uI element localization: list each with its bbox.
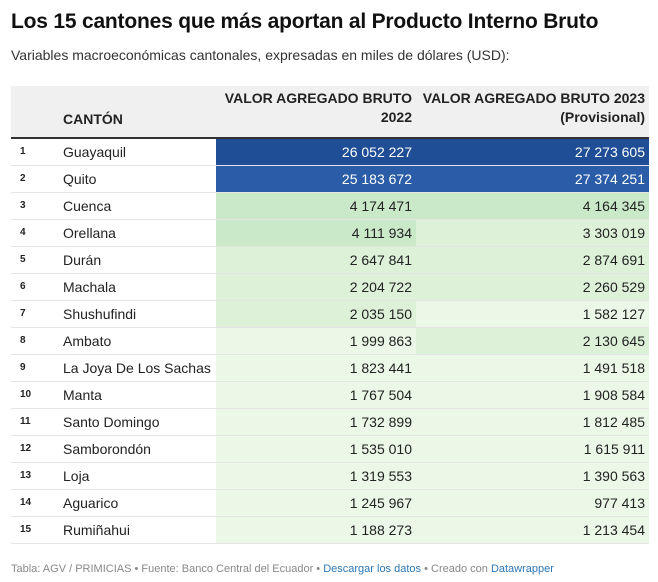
download-data-link[interactable]: Descargar los datos: [323, 563, 422, 575]
rank-cell: 8: [11, 327, 53, 355]
v2023-cell: 1 390 563: [416, 462, 649, 490]
rank-cell: 6: [11, 273, 53, 301]
v2022-cell: 1 767 504: [216, 381, 416, 409]
canton-header[interactable]: CANTÓN: [53, 86, 216, 139]
v2022-cell: 1 823 441: [216, 354, 416, 382]
v2023-cell: 3 303 019: [416, 219, 649, 247]
canton-cell: Shushufindi: [53, 300, 216, 328]
v2022-cell: 2 035 150: [216, 300, 416, 328]
canton-cell: Santo Domingo: [53, 408, 216, 436]
v2022-cell: 4 174 471: [216, 192, 416, 220]
canton-cell: Guayaquil: [53, 138, 216, 166]
table-row: 3 Cuenca 4 174 471 4 164 345: [11, 192, 649, 220]
v2023-cell: 1 908 584: [416, 381, 649, 409]
table-row: 10 Manta 1 767 504 1 908 584: [11, 381, 649, 409]
v2022-cell: 2 647 841: [216, 246, 416, 274]
table-row: 7 Shushufindi 2 035 150 1 582 127: [11, 300, 649, 328]
chart-title: Los 15 cantones que más aportan al Produ…: [11, 10, 599, 33]
v2023-cell: 27 374 251: [416, 165, 649, 193]
canton-cell: Rumiñahui: [53, 516, 216, 544]
footer-fuente: Fuente: Banco Central del Ecuador: [141, 563, 314, 575]
rank-cell: 10: [11, 381, 53, 409]
v2023-cell: 977 413: [416, 489, 649, 517]
v2023-cell: 2 874 691: [416, 246, 649, 274]
v2022-cell: 1 245 967: [216, 489, 416, 517]
footer: Tabla: AGV / PRIMICIAS • Fuente: Banco C…: [11, 563, 554, 575]
rank-cell: 4: [11, 219, 53, 247]
v2023-header-line1: VALOR AGREGADO BRUTO 2023: [422, 90, 645, 106]
table-header-row: CANTÓN VALOR AGREGADO BRUTO 2022 VALOR A…: [11, 86, 649, 139]
canton-cell: La Joya De Los Sachas: [53, 354, 216, 382]
table-row: 6 Machala 2 204 722 2 260 529: [11, 273, 649, 301]
v2023-cell: 2 130 645: [416, 327, 649, 355]
v2023-header-line2: (Provisional): [560, 109, 645, 125]
rank-cell: 2: [11, 165, 53, 193]
table-row: 11 Santo Domingo 1 732 899 1 812 485: [11, 408, 649, 436]
footer-separator: •: [131, 563, 142, 575]
v2023-header[interactable]: VALOR AGREGADO BRUTO 2023 (Provisional): [416, 86, 649, 139]
rank-cell: 1: [11, 138, 53, 166]
canton-cell: Machala: [53, 273, 216, 301]
chart-subtitle: Variables macroeconómicas cantonales, ex…: [11, 47, 510, 63]
v2022-cell: 1 188 273: [216, 516, 416, 544]
data-table: CANTÓN VALOR AGREGADO BRUTO 2022 VALOR A…: [11, 86, 649, 544]
footer-created: Creado con: [431, 563, 491, 575]
rank-cell: 15: [11, 516, 53, 544]
footer-separator: •: [421, 563, 431, 575]
table-row: 13 Loja 1 319 553 1 390 563: [11, 462, 649, 490]
rank-cell: 11: [11, 408, 53, 436]
v2022-header-line1: VALOR AGREGADO BRUTO: [224, 90, 412, 106]
canton-cell: Samborondón: [53, 435, 216, 463]
v2022-cell: 25 183 672: [216, 165, 416, 193]
rank-cell: 3: [11, 192, 53, 220]
table-row: 8 Ambato 1 999 863 2 130 645: [11, 327, 649, 355]
table-row: 12 Samborondón 1 535 010 1 615 911: [11, 435, 649, 463]
v2022-cell: 1 732 899: [216, 408, 416, 436]
v2023-cell: 27 273 605: [416, 138, 649, 166]
v2023-cell: 1 615 911: [416, 435, 649, 463]
rank-cell: 9: [11, 354, 53, 382]
v2022-cell: 26 052 227: [216, 138, 416, 166]
table-row: 4 Orellana 4 111 934 3 303 019: [11, 219, 649, 247]
table-row: 5 Durán 2 647 841 2 874 691: [11, 246, 649, 274]
canton-cell: Quito: [53, 165, 216, 193]
table-row: 14 Aguarico 1 245 967 977 413: [11, 489, 649, 517]
v2023-cell: 2 260 529: [416, 273, 649, 301]
canton-cell: Aguarico: [53, 489, 216, 517]
canton-cell: Loja: [53, 462, 216, 490]
canton-cell: Durán: [53, 246, 216, 274]
v2023-cell: 1 491 518: [416, 354, 649, 382]
rank-cell: 7: [11, 300, 53, 328]
v2022-cell: 1 319 553: [216, 462, 416, 490]
canton-cell: Cuenca: [53, 192, 216, 220]
v2022-header[interactable]: VALOR AGREGADO BRUTO 2022: [216, 86, 416, 139]
rank-cell: 5: [11, 246, 53, 274]
rank-header: [11, 86, 53, 139]
v2022-cell: 1 535 010: [216, 435, 416, 463]
v2022-cell: 2 204 722: [216, 273, 416, 301]
v2022-cell: 1 999 863: [216, 327, 416, 355]
rank-cell: 12: [11, 435, 53, 463]
v2023-cell: 4 164 345: [416, 192, 649, 220]
canton-cell: Orellana: [53, 219, 216, 247]
v2023-cell: 1 812 485: [416, 408, 649, 436]
canton-cell: Manta: [53, 381, 216, 409]
v2023-cell: 1 582 127: [416, 300, 649, 328]
rank-cell: 13: [11, 462, 53, 490]
v2022-cell: 4 111 934: [216, 219, 416, 247]
table-row: 2 Quito 25 183 672 27 374 251: [11, 165, 649, 193]
rank-cell: 14: [11, 489, 53, 517]
table-row: 9 La Joya De Los Sachas 1 823 441 1 491 518: [11, 354, 649, 382]
v2023-cell: 1 213 454: [416, 516, 649, 544]
datawrapper-link[interactable]: Datawrapper: [490, 563, 554, 575]
table-row: 1 Guayaquil 26 052 227 27 273 605: [11, 138, 649, 166]
table-body: 1 Guayaquil 26 052 227 27 273 605 2 Quito 25 1…: [11, 138, 649, 544]
footer-separator: •: [313, 563, 324, 575]
canton-cell: Ambato: [53, 327, 216, 355]
v2022-header-line2: 2022: [380, 109, 412, 125]
footer-source: Tabla: AGV / PRIMICIAS: [11, 563, 132, 575]
table-row: 15 Rumiñahui 1 188 273 1 213 454: [11, 516, 649, 544]
